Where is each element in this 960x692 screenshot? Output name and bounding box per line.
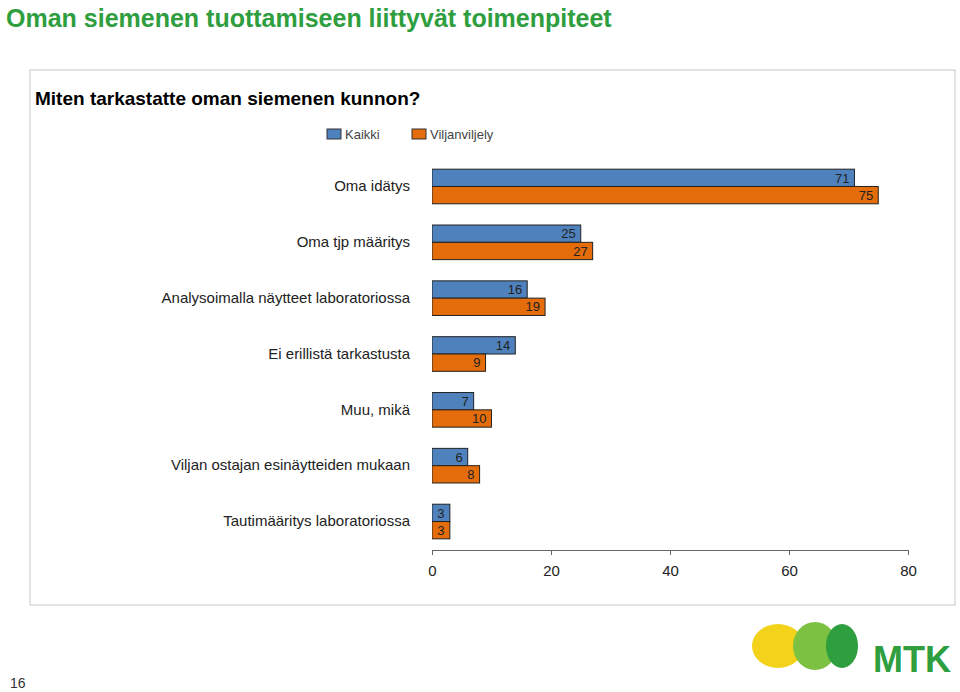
bar [432, 504, 450, 521]
x-tick-mark [789, 550, 790, 555]
x-tick: 60 [781, 550, 798, 579]
data-label: 10 [472, 411, 486, 426]
bar [432, 522, 450, 539]
x-tick-label: 0 [428, 562, 436, 579]
y-tick: Oma tjp määritys [297, 233, 410, 250]
subtitle: Miten tarkastatte oman siemenen kunnon? [35, 88, 420, 109]
bar [432, 466, 480, 483]
x-tick: 80 [900, 550, 917, 579]
chart-container: Oman siemenen tuottamiseen liittyvät toi… [0, 0, 960, 692]
chart-frame [30, 70, 955, 605]
legend-label: Viljanviljely [430, 127, 494, 142]
x-tick-mark [908, 550, 909, 555]
y-tick: Viljan ostajan esinäytteiden mukaan [171, 456, 410, 473]
y-tick: Analysoimalla näytteet laboratoriossa [162, 289, 411, 306]
bar [432, 281, 527, 298]
data-label: 16 [508, 282, 522, 297]
y-tick: Ei erillistä tarkastusta [268, 345, 410, 362]
bar [432, 393, 474, 410]
chart-svg: Oman siemenen tuottamiseen liittyvät toi… [0, 0, 960, 692]
legend-swatch [327, 129, 341, 139]
data-label: 3 [437, 506, 444, 521]
y-tick: Oma idätys [334, 177, 410, 194]
x-tick-mark [432, 550, 433, 555]
x-tick-mark [551, 550, 552, 555]
bar [432, 410, 492, 427]
logo-text: MTK [873, 639, 951, 680]
x-tick: 40 [662, 550, 679, 579]
x-tick-label: 60 [781, 562, 798, 579]
x-tick: 20 [543, 550, 560, 579]
bar [432, 169, 854, 186]
data-label: 8 [467, 467, 474, 482]
bar [432, 337, 515, 354]
bar [432, 242, 593, 259]
data-label: 9 [473, 355, 480, 370]
y-axis: Oma idätys Oma tjp määritys Analysoimalla … [162, 177, 411, 529]
x-axis: 0 20 40 60 80 [428, 550, 917, 579]
x-tick-label: 80 [900, 562, 917, 579]
data-label: 75 [859, 188, 873, 203]
legend: Kaikki Viljanviljely [327, 127, 494, 142]
bar [432, 354, 486, 371]
bar [432, 225, 581, 242]
y-tick: Muu, mikä [341, 401, 411, 418]
y-tick-label: Tautimääritys laboratoriossa [223, 512, 410, 529]
y-tick-label: Oma tjp määritys [297, 233, 410, 250]
y-tick-label: Muu, mikä [341, 401, 411, 418]
x-tick-label: 20 [543, 562, 560, 579]
y-tick-label: Viljan ostajan esinäytteiden mukaan [171, 456, 410, 473]
bar [432, 298, 545, 315]
legend-swatch [412, 129, 426, 139]
bars [432, 169, 878, 539]
x-tick-mark [670, 550, 671, 555]
data-labels: 71 25 16 14 7 6 3 75 27 19 9 10 8 3 [437, 171, 873, 538]
data-label: 19 [526, 299, 540, 314]
logo-shape [826, 624, 858, 668]
data-label: 71 [835, 171, 849, 186]
bar [432, 186, 878, 203]
data-label: 25 [561, 226, 575, 241]
data-label: 3 [437, 523, 444, 538]
x-axis-line [433, 551, 909, 556]
y-tick-label: Oma idätys [334, 177, 410, 194]
x-tick: 0 [428, 550, 436, 579]
y-tick: Tautimääritys laboratoriossa [223, 512, 410, 529]
x-tick-label: 40 [662, 562, 679, 579]
title: Oman siemenen tuottamiseen liittyvät toi… [6, 4, 612, 32]
data-label: 6 [455, 450, 462, 465]
bar [432, 448, 468, 465]
logo: MTK [752, 622, 951, 680]
y-tick-label: Analysoimalla näytteet laboratoriossa [162, 289, 411, 306]
data-label: 27 [573, 244, 587, 259]
legend-label: Kaikki [345, 127, 380, 142]
data-label: 7 [461, 394, 468, 409]
data-label: 14 [496, 338, 510, 353]
y-tick-label: Ei erillistä tarkastusta [268, 345, 410, 362]
page-number: 16 [10, 675, 26, 691]
